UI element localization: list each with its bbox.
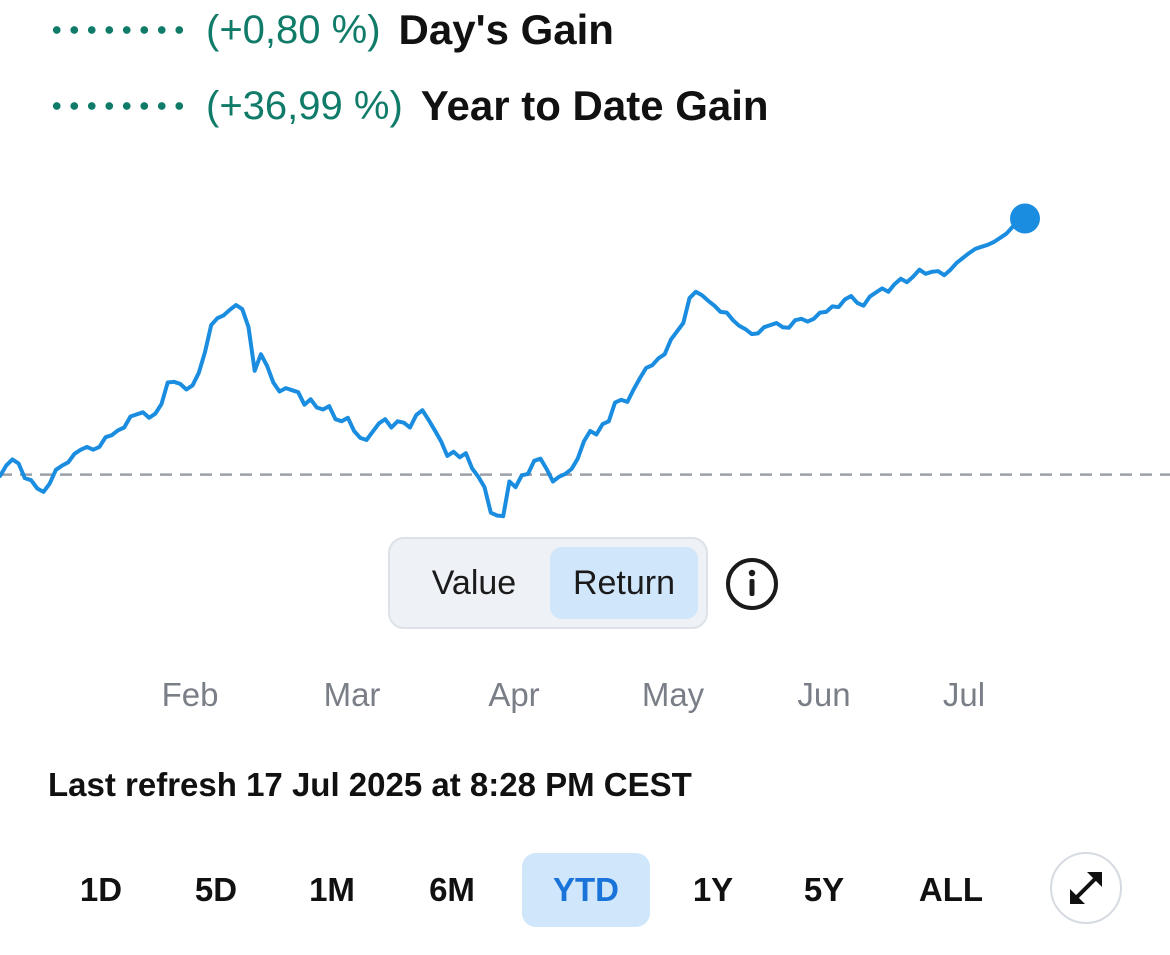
days-gain-row: (+0,80 %) Day's Gain: [48, 0, 614, 60]
month-tick-jun: Jun: [797, 676, 851, 713]
days-gain-percent: (+0,80 %): [206, 7, 381, 52]
range-5d-button[interactable]: 5D: [194, 871, 238, 908]
month-tick-jul: Jul: [942, 676, 986, 713]
range-5y-button[interactable]: 5Y: [803, 871, 845, 908]
expand-arrows-icon: [1070, 872, 1102, 904]
return-line-chart: [0, 203, 1170, 519]
range-all-button[interactable]: ALL: [918, 871, 984, 908]
return-series-line: [0, 216, 1027, 519]
ytd-gain-label: Year to Date Gain: [420, 82, 769, 129]
return-toggle-button[interactable]: Return: [549, 547, 698, 619]
latest-point-marker[interactable]: [1010, 203, 1040, 234]
range-1m-button[interactable]: 1M: [309, 871, 355, 908]
range-ytd-button[interactable]: YTD: [522, 853, 650, 927]
month-tick-apr: Apr: [488, 676, 540, 713]
month-tick-feb: Feb: [161, 676, 219, 713]
days-gain-label: Day's Gain: [398, 6, 614, 53]
expand-chart-button[interactable]: [1050, 852, 1122, 924]
range-6m-button[interactable]: 6M: [429, 871, 475, 908]
ytd-gain-dotted-marker: [48, 102, 188, 110]
ytd-gain-percent: (+36,99 %): [206, 83, 403, 128]
last-refresh-text: Last refresh 17 Jul 2025 at 8:28 PM CEST: [48, 766, 692, 803]
value-return-toggle: Value Return: [388, 537, 708, 629]
info-circle-icon[interactable]: [724, 556, 780, 612]
month-tick-may: May: [641, 676, 705, 713]
value-toggle-button[interactable]: Value: [431, 563, 517, 602]
days-gain-dotted-marker: [48, 26, 188, 34]
ytd-gain-row: (+36,99 %) Year to Date Gain: [48, 76, 769, 136]
range-1y-button[interactable]: 1Y: [692, 871, 734, 908]
range-1d-button[interactable]: 1D: [79, 871, 123, 908]
month-tick-mar: Mar: [323, 676, 381, 713]
